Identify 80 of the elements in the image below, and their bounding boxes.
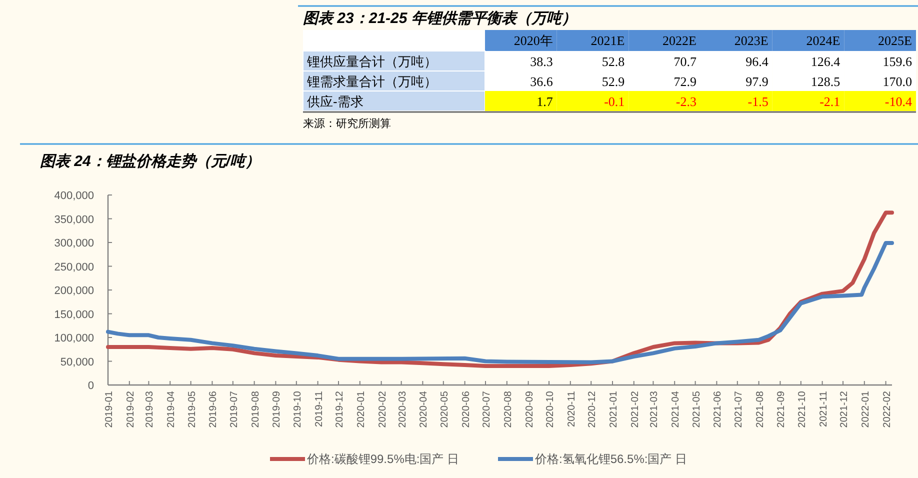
x-tick-label: 2020-05 — [439, 390, 450, 428]
x-tick-label: 2020-11 — [566, 390, 578, 427]
x-tick-label: 2024E — [806, 33, 840, 48]
data-label: 126.4 — [810, 54, 841, 69]
x-tick-label: 2020-06 — [460, 390, 472, 428]
line-series — [106, 240, 894, 364]
y-tick-label: 350,000 — [54, 214, 94, 226]
x-tick-label: 2021-12 — [839, 390, 850, 428]
data-label: -10.4 — [884, 94, 912, 109]
y-tick-label: 锂供应量合计（万吨） — [306, 54, 437, 69]
x-tick-label: 2019-06 — [208, 390, 220, 428]
data-label: -2.1 — [820, 94, 840, 109]
y-tick-label: 供应-需求 — [307, 94, 364, 109]
x-tick-label: 2025E — [878, 33, 912, 48]
x-tick-label: 2021-09 — [776, 390, 788, 428]
y-tick-label: 锂需求量合计（万吨） — [306, 74, 437, 89]
x-tick-label: 2021-01 — [608, 390, 620, 428]
x-tick-label: 2021-02 — [630, 390, 641, 428]
x-tick-label: 2019-03 — [144, 390, 156, 428]
x-tick-label: 2019-12 — [334, 390, 346, 428]
x-tick-label: 2019-04 — [166, 390, 178, 428]
x-tick-label: 2019-08 — [250, 390, 262, 428]
data-label: 70.7 — [674, 54, 697, 69]
data-label: 97.9 — [746, 74, 768, 89]
y-tick-label: 400,000 — [54, 190, 94, 202]
y-tick-label: 150,000 — [54, 308, 94, 321]
y-tick-label: 250,000 — [54, 261, 94, 274]
data-label: 52.9 — [602, 74, 625, 89]
x-tick-label: 2019-07 — [228, 390, 240, 428]
chart-title: 图表 24：锂盐价格走势（元/吨） — [40, 153, 260, 170]
x-tick-label: 2019-09 — [272, 390, 283, 428]
data-label: 159.6 — [882, 54, 912, 69]
data-label: -1.5 — [748, 94, 768, 109]
data-label: 170.0 — [882, 74, 912, 89]
data-label: 52.8 — [602, 54, 625, 69]
x-tick-label: 2021-04 — [670, 390, 682, 428]
y-tick-label: 300,000 — [54, 238, 94, 250]
data-label: 38.3 — [530, 54, 553, 69]
x-tick-label: 2020-03 — [397, 390, 408, 428]
chart-title: 图表 23：21-25 年锂供需平衡表（万吨） — [303, 10, 576, 27]
legend-label: 价格:碳酸锂99.5%电:国产 日 — [306, 452, 460, 466]
x-tick-label: 2020-02 — [377, 390, 388, 428]
x-tick-label: 2021-08 — [754, 390, 766, 428]
data-label: 72.9 — [674, 74, 696, 89]
x-tick-label: 2023E — [734, 33, 768, 48]
y-tick-label: 200,000 — [54, 285, 94, 297]
x-tick-label: 2021-05 — [691, 390, 702, 428]
data-label: 1.7 — [536, 94, 554, 109]
data-label: -0.1 — [604, 94, 625, 109]
y-tick-label: 0 — [88, 380, 94, 392]
x-tick-label: 2020-10 — [545, 390, 556, 428]
x-tick-label: 2019-01 — [104, 390, 115, 428]
x-tick-label: 2019-05 — [186, 390, 198, 428]
x-tick-label: 2020-01 — [356, 390, 367, 428]
x-tick-label: 2021-11 — [818, 390, 830, 427]
x-tick-label: 2021E — [590, 33, 625, 48]
source-note: 来源：研究所测算 — [303, 117, 391, 130]
x-tick-label: 2020-08 — [502, 390, 514, 428]
x-tick-label: 2020年 — [514, 33, 553, 48]
x-tick-label: 2022E — [662, 33, 697, 48]
x-tick-label: 2022-01 — [860, 390, 872, 428]
x-tick-label: 2019-11 — [314, 390, 325, 427]
x-tick-label: 2020-07 — [482, 390, 493, 428]
data-label: 96.4 — [746, 54, 769, 69]
x-tick-label: 2021-03 — [649, 390, 660, 428]
data-label: 128.5 — [810, 74, 840, 89]
x-tick-label: 2019-02 — [125, 390, 136, 428]
x-tick-label: 2021-10 — [796, 390, 808, 428]
x-tick-label: 2019-10 — [292, 390, 304, 428]
data-label: -2.3 — [676, 94, 696, 109]
x-tick-label: 2020-12 — [587, 390, 598, 428]
x-tick-label: 2020-09 — [524, 390, 536, 428]
x-tick-label: 2021-06 — [712, 390, 724, 428]
x-tick-label: 2020-04 — [418, 390, 430, 428]
x-tick-label: 2022-02 — [882, 390, 893, 428]
data-label: 36.6 — [530, 74, 554, 89]
y-tick-label: 100,000 — [54, 332, 94, 344]
x-tick-label: 2021-07 — [733, 390, 744, 428]
y-tick-label: 50,000 — [60, 356, 94, 368]
legend-label: 价格:氢氧化锂56.5%:国产 日 — [534, 452, 688, 466]
